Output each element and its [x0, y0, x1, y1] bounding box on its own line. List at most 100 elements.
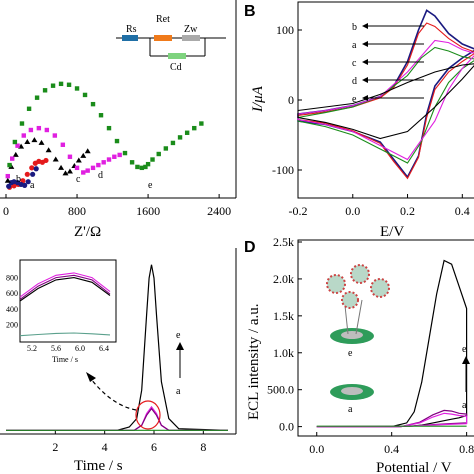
panel-a-point-d: [101, 160, 106, 165]
panel-a-point-d: [85, 168, 90, 173]
panel-a-point-e: [114, 138, 120, 144]
panel-d-y-label: ECL intensity / a.u.: [246, 303, 262, 420]
panel-a-point-c: [31, 137, 38, 143]
panel-d-curve-magenta: [316, 412, 468, 428]
panel-a-point-a: [24, 171, 30, 177]
circuit-ret-resistor: [154, 35, 172, 41]
panel-c-dashed-arrow: [87, 374, 137, 411]
panel-a-point-e: [139, 165, 145, 171]
panel-c-inset: 5.2 5.6 6.0 6.4 800 600 400 200 Time / s: [6, 259, 117, 364]
panel-a-point-e: [106, 125, 112, 131]
panel-c-curve-purple: [6, 407, 228, 431]
panel-a-point-e: [90, 101, 96, 107]
panel-b-legend-arrowhead-a: [362, 41, 368, 47]
electrode-e-stalk-2: [355, 299, 363, 335]
electrode-e-center: [341, 331, 363, 339]
panel-b-legend-arrowhead-c: [362, 59, 368, 65]
circuit-zw-label: Zw: [184, 24, 198, 35]
panel-b-y-tick-label: -100: [272, 163, 294, 177]
panel-d-letter: D: [244, 239, 256, 256]
electrode-e-particle: [326, 274, 346, 294]
panel-a-point-e: [12, 139, 18, 145]
panel-a-point-e: [184, 130, 190, 135]
panel-a-point-c: [24, 139, 31, 144]
panel-c-inset-curve-black: [19, 277, 111, 302]
panel-b-curve-e: [297, 63, 474, 140]
panel-a-point-e: [145, 161, 151, 167]
panel-c-x-tick-label: 4: [102, 440, 108, 454]
panel-a-point-c: [62, 170, 69, 176]
electrode-e-illustration: e: [326, 264, 390, 359]
panel-b-legend-arrowhead-b: [362, 23, 368, 29]
panel-d-y-tick-label: 2.0k: [273, 272, 294, 286]
panel-c-inset-curve-green: [19, 332, 111, 337]
panel-b-legend-arrowhead-e: [362, 95, 368, 101]
panel-a-point-e: [74, 86, 80, 91]
panel-b-legend-label-a: a: [352, 40, 357, 51]
panel-a-point-c: [75, 157, 82, 163]
panel-b-x-tick-label: 0.4: [455, 204, 470, 218]
panel-a-point-d: [52, 133, 58, 138]
panel-a-point-e: [26, 106, 32, 111]
panel-b-ticks: -0.2 0.0 0.2 0.4 100 0 -100: [272, 23, 470, 218]
panel-a-point-c: [84, 148, 91, 154]
panel-c-arrowhead: [86, 372, 96, 382]
panel-a-point-b: [22, 182, 28, 188]
panel-a-point-c: [45, 147, 52, 153]
panel-a-point-c: [58, 164, 65, 170]
panel-a-point-e: [82, 92, 88, 98]
panel-a-point-a: [29, 165, 35, 171]
panel-a-x-tick-label: 800: [68, 204, 86, 218]
panel-c: 2 4 6 8 Time / s e a 5.2 5.6 6.0 6.4 800 600 400 2…: [0, 248, 237, 474]
panel-a-point-d: [90, 165, 96, 171]
panel-c-x-label: Time / s: [74, 458, 123, 474]
panel-b-curve-c: [297, 46, 474, 164]
panel-c-annotation-arrow: e a: [176, 330, 184, 397]
electrode-e-particle-4: [341, 291, 359, 309]
panel-d-x-tick-label: 0.8: [459, 442, 474, 456]
panel-a-point-e: [163, 146, 169, 151]
panel-b-legend-arrowhead-d: [362, 77, 368, 83]
panel-a-point-e: [7, 162, 12, 168]
circuit-cd-label: Cd: [170, 62, 182, 73]
panel-a-point-e: [34, 95, 40, 100]
panel-a-point-d: [21, 133, 26, 138]
panel-c-annotation-a: a: [176, 386, 181, 397]
panel-d-series: [316, 259, 468, 428]
panel-d-x-tick-label: 0.0: [309, 442, 324, 456]
panel-a-point-e: [135, 164, 140, 170]
panel-a-point-b: [6, 183, 12, 189]
circuit-cd-capacitor: [168, 53, 186, 59]
panel-d-y-tick-label: 1.5k: [273, 309, 294, 323]
panel-c-x-tick-label: 6: [151, 440, 157, 454]
panel-a-point-e: [42, 88, 48, 93]
panel-a-point-e: [58, 81, 64, 87]
panel-a-curve-label-c: c: [76, 174, 81, 185]
panel-a-point-c: [4, 177, 11, 183]
panel-a-point-d: [5, 173, 10, 179]
panel-c-inset-curve-purple: [19, 274, 111, 300]
electrode-e-label: e: [348, 348, 353, 359]
panel-a-point-d: [15, 143, 20, 148]
panel-a-curve-labels: ab c d e: [16, 170, 153, 191]
panel-a-point-e: [170, 140, 176, 146]
panel-c-curve-magenta: [6, 405, 228, 431]
panel-c-annotation-e: e: [176, 330, 181, 341]
panel-d-annotation-arrow: e a: [462, 344, 470, 411]
panel-c-x-tick-label: 2: [52, 440, 58, 454]
panel-a-curve-label-a: a: [30, 180, 35, 191]
panel-c-inset-x-tick-label: 6.0: [75, 344, 85, 353]
panel-a-axes: [0, 0, 237, 199]
panel-a-point-d: [28, 127, 34, 133]
panel-b-y-label: I/μA: [250, 85, 266, 113]
panel-a-point-d: [10, 156, 15, 161]
circuit-rs-label: Rs: [126, 24, 137, 35]
panel-d-x-tick-label: 0.4: [384, 442, 399, 456]
panel-a-point-e: [122, 150, 128, 156]
panel-a-point-e: [156, 151, 161, 157]
panel-a-point-d: [81, 170, 86, 175]
circuit-zw-element: [182, 35, 200, 41]
panel-c-x-tick-label: 8: [200, 440, 206, 454]
